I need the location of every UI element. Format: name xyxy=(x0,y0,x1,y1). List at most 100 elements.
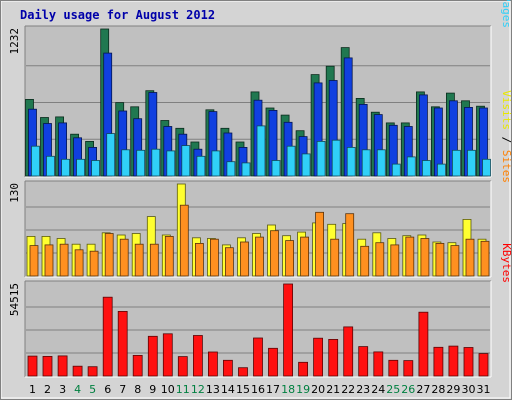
bar-kbytes-day-12 xyxy=(192,335,203,377)
bar-kbytes-day-9 xyxy=(147,335,158,377)
bar-sites-day-18 xyxy=(285,240,295,277)
x-tick-label-day-23: 23 xyxy=(356,383,370,396)
bar-sites-day-29 xyxy=(450,245,460,277)
bar-sites-day-16 xyxy=(255,236,264,277)
bar-kbytes-day-24 xyxy=(373,351,384,377)
x-tick-label-day-24: 24 xyxy=(371,383,385,396)
x-tick-label-day-21: 21 xyxy=(326,383,340,396)
legend-sites: Sites xyxy=(500,150,512,183)
x-tick-label-day-5: 5 xyxy=(89,383,96,396)
bar-sites-day-1 xyxy=(29,245,39,277)
x-tick-label-day-3: 3 xyxy=(59,383,66,396)
bar-kbytes-day-10 xyxy=(162,333,173,377)
bar-kbytes-day-13 xyxy=(207,351,218,377)
bar-kbytes-day-6 xyxy=(102,296,113,377)
bar-kbytes-day-21 xyxy=(328,338,339,377)
bar-kbytes-day-5 xyxy=(87,366,98,377)
bar-pages-day-26 xyxy=(406,156,416,177)
bar-sites-day-5 xyxy=(89,250,99,277)
panel-max-label: 54515 xyxy=(8,283,21,316)
bar-kbytes-day-28 xyxy=(433,346,444,377)
bar-sites-day-27 xyxy=(420,238,430,277)
bar-sites-day-6 xyxy=(104,233,114,277)
bar-kbytes-day-4 xyxy=(72,365,83,377)
x-tick-label-day-19: 19 xyxy=(296,383,310,396)
panel-legend: Hits / Files / Pages xyxy=(500,0,512,28)
bar-sites-day-14 xyxy=(224,247,234,277)
x-tick-label-day-9: 9 xyxy=(149,383,156,396)
bar-pages-day-4 xyxy=(76,158,85,177)
bar-pages-day-24 xyxy=(376,149,386,177)
bar-sites-day-23 xyxy=(360,245,370,277)
bar-pages-day-14 xyxy=(226,161,236,177)
x-tick-label-day-31: 31 xyxy=(477,383,491,396)
legend-pages: Pages xyxy=(500,0,512,28)
bar-kbytes-day-7 xyxy=(117,310,128,377)
panel-max-label: 130 xyxy=(8,183,21,203)
bar-sites-day-30 xyxy=(465,238,475,277)
bar-pages-day-30 xyxy=(467,149,476,177)
bar-pages-day-16 xyxy=(256,125,266,177)
bar-kbytes-day-25 xyxy=(388,359,399,377)
bar-sites-day-15 xyxy=(240,241,249,277)
bar-pages-day-7 xyxy=(121,149,131,177)
bar-kbytes-day-29 xyxy=(448,345,459,377)
bar-kbytes-day-17 xyxy=(268,347,278,377)
bar-kbytes-day-16 xyxy=(253,337,263,377)
bar-pages-day-2 xyxy=(46,155,55,177)
x-tick-label-day-1: 1 xyxy=(29,383,36,396)
bar-pages-day-3 xyxy=(61,158,70,177)
x-tick-label-day-7: 7 xyxy=(119,383,126,396)
bar-kbytes-day-14 xyxy=(222,359,233,377)
bar-sites-day-31 xyxy=(480,240,490,277)
x-tick-label-day-6: 6 xyxy=(104,383,111,396)
bar-sites-day-13 xyxy=(209,238,219,277)
x-tick-label-day-12: 12 xyxy=(191,383,205,396)
bar-pages-day-18 xyxy=(286,145,296,177)
bar-kbytes-day-8 xyxy=(132,354,143,377)
bar-sites-day-11 xyxy=(179,204,189,277)
bar-pages-day-25 xyxy=(391,163,401,177)
bar-sites-day-2 xyxy=(44,244,54,277)
x-tick-label-day-14: 14 xyxy=(221,383,235,396)
bar-kbytes-day-20 xyxy=(313,337,324,377)
bar-sites-day-12 xyxy=(194,242,204,277)
bar-sites-day-7 xyxy=(119,238,129,277)
bar-pages-day-27 xyxy=(421,160,431,177)
bar-kbytes-day-23 xyxy=(358,346,369,377)
bar-kbytes-day-2 xyxy=(42,355,53,377)
bar-sites-day-20 xyxy=(315,211,325,277)
bar-pages-day-19 xyxy=(301,153,311,177)
panel-bottom: 54515 KBytes xyxy=(8,243,512,378)
bar-sites-day-21 xyxy=(330,238,340,277)
bar-pages-day-29 xyxy=(451,149,461,177)
bar-kbytes-day-26 xyxy=(403,360,414,377)
legend-separator: / xyxy=(500,130,512,150)
bar-kbytes-day-19 xyxy=(298,361,309,377)
bar-sites-day-28 xyxy=(435,242,445,277)
bar-pages-day-21 xyxy=(331,139,341,177)
chart-panels: 1232 Hits / Files / Pages 130 Visits / Site… xyxy=(8,0,512,378)
bar-pages-day-9 xyxy=(151,148,161,177)
bar-pages-day-6 xyxy=(106,133,116,177)
bar-pages-day-8 xyxy=(136,149,146,177)
bar-sites-day-4 xyxy=(74,249,84,277)
bar-pages-day-17 xyxy=(271,160,281,177)
bar-sites-day-24 xyxy=(375,242,385,277)
bar-kbytes-day-1 xyxy=(27,355,38,377)
x-tick-label-day-30: 30 xyxy=(462,383,476,396)
bar-pages-day-15 xyxy=(241,162,251,177)
bar-pages-day-22 xyxy=(346,146,356,177)
bar-pages-day-1 xyxy=(31,145,40,177)
x-tick-label-day-28: 28 xyxy=(431,383,445,396)
x-tick-label-day-8: 8 xyxy=(134,383,141,396)
bar-kbytes-day-15 xyxy=(238,367,248,377)
x-axis-labels: 1 2 3 4 5 6 7 8 9 10 11 12 13 14 15 16 17 18 19 20 21 22 23 24 2… xyxy=(29,383,491,396)
panel-legend: Visits / Sites xyxy=(500,90,512,183)
bar-pages-day-11 xyxy=(181,145,191,177)
bar-pages-day-13 xyxy=(211,150,221,177)
x-tick-label-day-15: 15 xyxy=(236,383,250,396)
x-tick-label-day-26: 26 xyxy=(401,383,415,396)
x-tick-label-day-13: 13 xyxy=(206,383,220,396)
bar-pages-day-28 xyxy=(436,163,446,177)
